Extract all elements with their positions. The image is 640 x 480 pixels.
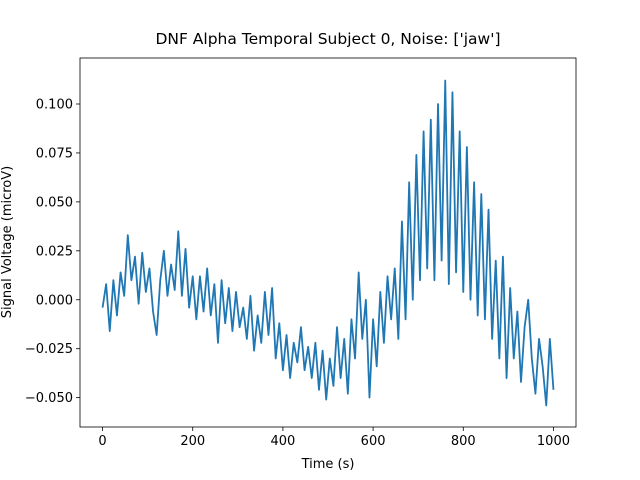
x-axis-label: Time (s) [301,457,355,472]
chart-title: DNF Alpha Temporal Subject 0, Noise: ['j… [155,30,500,48]
x-tick-label: 400 [270,434,295,449]
y-tick-label: 0.025 [36,244,73,259]
x-tick-label: 600 [361,434,386,449]
x-tick-label: 1000 [537,434,570,449]
y-tick-label: 0.050 [36,195,73,210]
y-tick-label: 0.100 [36,98,73,113]
x-tick-label: 800 [451,434,476,449]
x-tick-label: 200 [180,434,205,449]
data-line [101,79,555,407]
y-tick-label: 0.075 [36,146,73,161]
y-axis-label: Signal Voltage (microV) [0,166,15,318]
y-tick-label: −0.025 [25,342,73,357]
y-tick-label: 0.000 [36,293,73,308]
x-tick-label: 0 [98,434,106,449]
y-tick-label: −0.050 [25,391,73,406]
plot-frame [79,57,577,428]
